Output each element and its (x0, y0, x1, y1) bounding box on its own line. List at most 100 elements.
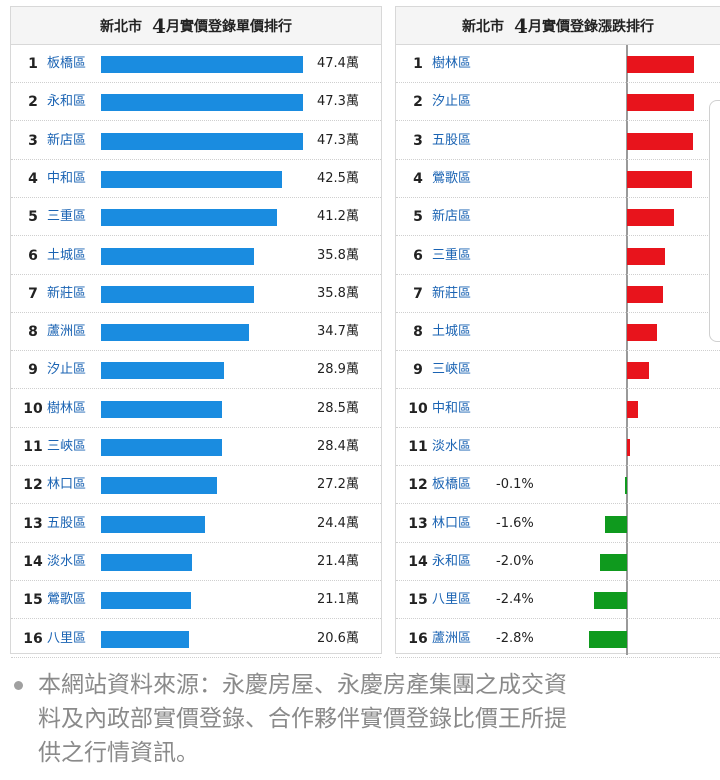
rise-bar (627, 170, 692, 188)
district-link[interactable]: 八里區 (432, 592, 472, 608)
district-link[interactable]: 樹林區 (432, 56, 472, 71)
rank-number: 2 (413, 94, 423, 111)
district-link[interactable]: 新店區 (47, 132, 87, 148)
district-link[interactable]: 新店區 (432, 209, 472, 225)
rank-number: 5 (413, 209, 423, 226)
fall-bar (625, 477, 627, 495)
price-bar (101, 515, 205, 533)
unit-price-ranking-panel: 新北市 4 月實價登錄單價排行 1 板橋區 47.4萬 2 永和區 47.3萬 3 新店區 47… (10, 6, 382, 658)
rise-bar (627, 324, 658, 342)
ranking-row: 14 永和區 -2.0% (396, 543, 720, 581)
rank-number: 16 (408, 630, 428, 647)
ranking-row: 1 板橋區 47.4萬 (11, 45, 381, 83)
rank-number: 6 (413, 247, 423, 264)
ranking-row: 16 八里區 20.6萬 (11, 620, 381, 658)
ranking-row: 6 土城區 35.8萬 (11, 237, 381, 275)
district-link[interactable]: 淡水區 (432, 439, 472, 454)
district-link[interactable]: 樹林區 (47, 400, 87, 416)
district-link[interactable]: 三重區 (432, 247, 472, 263)
district-link[interactable]: 林口區 (432, 515, 472, 531)
rank-number: 3 (413, 132, 423, 149)
district-link[interactable]: 永和區 (47, 94, 87, 110)
district-link[interactable]: 三峽區 (47, 439, 87, 454)
zero-axis-line (626, 45, 628, 655)
ranking-row: 15 鶯歌區 21.1萬 (11, 581, 381, 620)
month-number: 4 (514, 13, 528, 38)
ranking-row: 10 樹林區 28.5萬 (11, 390, 381, 428)
rank-number: 15 (23, 592, 43, 609)
rise-bar (627, 94, 694, 112)
rank-number: 10 (408, 400, 428, 417)
ranking-row: 5 三重區 41.2萬 (11, 198, 381, 237)
rank-number: 8 (413, 324, 423, 341)
ranking-row: 14 淡水區 21.4萬 (11, 543, 381, 581)
price-bar (101, 132, 303, 150)
district-link[interactable]: 鶯歌區 (47, 592, 87, 608)
rank-number: 1 (413, 56, 423, 72)
district-link[interactable]: 中和區 (432, 400, 472, 416)
rise-bar (627, 247, 666, 265)
change-value: -2.0% (496, 553, 534, 569)
price-value: 24.4萬 (317, 515, 359, 531)
ranking-row: 2 汐止區 (396, 83, 720, 122)
district-link[interactable]: 鶯歌區 (432, 170, 472, 186)
district-link[interactable]: 汐止區 (47, 362, 87, 378)
rank-number: 13 (408, 515, 428, 532)
rank-number: 10 (23, 400, 43, 417)
district-link[interactable]: 汐止區 (432, 94, 472, 110)
rank-number: 9 (413, 362, 423, 379)
district-link[interactable]: 土城區 (432, 324, 472, 340)
district-link[interactable]: 板橋區 (432, 477, 472, 493)
ranking-row: 4 中和區 42.5萬 (11, 160, 381, 198)
rise-bar (627, 439, 630, 456)
district-link[interactable]: 蘆洲區 (47, 324, 87, 340)
ranking-row: 4 鶯歌區 (396, 160, 720, 198)
district-link[interactable]: 蘆洲區 (432, 630, 472, 646)
price-bar (101, 247, 254, 265)
district-link[interactable]: 三峽區 (432, 362, 472, 378)
rank-number: 9 (28, 362, 38, 379)
price-value: 20.6萬 (317, 630, 359, 646)
ranking-row: 2 永和區 47.3萬 (11, 83, 381, 122)
district-link[interactable]: 五股區 (47, 515, 87, 531)
district-link[interactable]: 新莊區 (432, 285, 472, 301)
rank-number: 12 (408, 477, 428, 494)
change-value: -2.8% (496, 630, 534, 646)
rise-bar (627, 209, 674, 227)
price-bar (101, 94, 303, 112)
district-link[interactable]: 板橋區 (47, 56, 87, 71)
district-link[interactable]: 淡水區 (47, 553, 87, 569)
district-link[interactable]: 新莊區 (47, 285, 87, 301)
ranking-row: 5 新店區 (396, 198, 720, 237)
rank-number: 5 (28, 209, 38, 226)
price-value: 28.9萬 (317, 362, 359, 378)
price-bar (101, 285, 254, 303)
bullet-icon (14, 681, 23, 690)
city-name: 新北市 (462, 18, 505, 35)
rank-number: 3 (28, 132, 38, 149)
district-link[interactable]: 永和區 (432, 553, 472, 569)
price-change-ranking-panel: 新北市 4 月實價登錄漲跌排行 1 樹林區 2 汐止區 3 五股區 4 鶯歌區 5 新店區 6 三重區… (395, 6, 720, 658)
panel-title: 新北市 4 月實價登錄漲跌排行 (396, 7, 720, 45)
district-link[interactable]: 三重區 (47, 209, 87, 225)
price-bar (101, 170, 283, 188)
rank-number: 16 (23, 630, 43, 647)
ranking-row: 8 土城區 (396, 313, 720, 352)
rise-bar (627, 362, 649, 380)
price-value: 27.2萬 (317, 477, 359, 493)
district-link[interactable]: 八里區 (47, 630, 87, 646)
rank-number: 12 (23, 477, 43, 494)
fall-bar (594, 592, 627, 610)
district-link[interactable]: 五股區 (432, 132, 472, 148)
ranking-row: 11 三峽區 28.4萬 (11, 428, 381, 466)
rise-bar (627, 285, 663, 303)
fall-bar (605, 515, 627, 533)
rank-number: 4 (413, 170, 423, 187)
price-bar (101, 477, 217, 495)
district-link[interactable]: 林口區 (47, 477, 87, 493)
rank-number: 2 (28, 94, 38, 111)
price-value: 47.3萬 (317, 132, 359, 148)
district-link[interactable]: 土城區 (47, 247, 87, 263)
ranking-row: 13 五股區 24.4萬 (11, 505, 381, 543)
district-link[interactable]: 中和區 (47, 170, 87, 186)
